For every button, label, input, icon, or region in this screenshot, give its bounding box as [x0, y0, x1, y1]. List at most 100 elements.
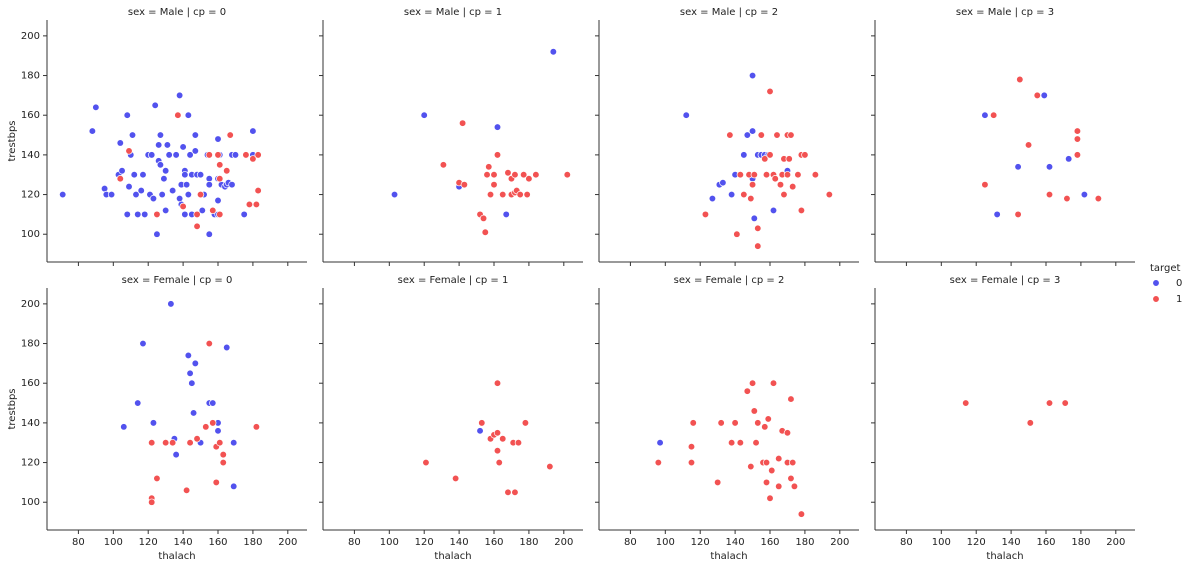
point	[182, 180, 191, 189]
y-tick-label: 200	[21, 31, 40, 42]
point	[151, 101, 159, 109]
point	[168, 186, 177, 195]
point	[761, 423, 769, 431]
point	[736, 171, 744, 179]
point	[752, 439, 760, 447]
point	[762, 171, 771, 179]
point	[186, 439, 194, 447]
y-tick-label: 180	[21, 339, 40, 350]
point	[198, 206, 206, 215]
x-tick-label: 80	[72, 537, 85, 548]
point	[656, 439, 664, 447]
x-tick-label: 80	[900, 537, 913, 548]
point	[748, 379, 757, 387]
point	[780, 190, 788, 199]
point	[155, 141, 163, 149]
point	[1063, 194, 1071, 203]
point	[757, 131, 765, 139]
point	[797, 206, 806, 215]
point	[762, 458, 771, 467]
point	[149, 194, 158, 203]
point	[162, 206, 170, 215]
panel-title: sex = Female | cp = 2	[674, 275, 785, 286]
point	[167, 300, 175, 308]
panel-title: sex = Male | cp = 3	[956, 7, 1054, 18]
x-tick-label: 120	[967, 537, 986, 548]
x-tick-label: 180	[243, 537, 262, 548]
point	[733, 230, 741, 238]
x-tick-label: 180	[519, 537, 538, 548]
y-tick-label: 160	[21, 378, 40, 389]
point	[514, 439, 523, 447]
x-tick-label: 100	[656, 537, 675, 548]
point	[1040, 91, 1048, 100]
point	[801, 151, 809, 159]
point	[1073, 151, 1082, 159]
point	[708, 194, 717, 203]
point	[134, 399, 142, 407]
point	[216, 175, 224, 183]
x-tick-label: 140	[726, 537, 745, 548]
point	[476, 427, 484, 435]
legend-marker	[1152, 295, 1160, 303]
point	[460, 180, 468, 189]
point	[193, 435, 201, 443]
point	[181, 210, 189, 219]
point	[790, 482, 799, 491]
x-tick-label: 120	[691, 537, 710, 548]
point	[521, 419, 530, 427]
point	[990, 111, 998, 119]
x-tick-label: 180	[795, 537, 814, 548]
point	[493, 447, 502, 455]
x-tick-label: 120	[415, 537, 434, 548]
point	[525, 175, 533, 183]
panel-title: sex = Female | cp = 3	[950, 275, 1061, 286]
point	[1014, 210, 1022, 219]
point	[495, 458, 503, 467]
point	[546, 462, 554, 471]
point	[504, 169, 512, 177]
legend-marker	[1152, 279, 1160, 287]
point	[184, 111, 192, 119]
point	[188, 379, 196, 387]
point	[731, 419, 739, 427]
y-axis-label: trestbps	[7, 388, 18, 429]
x-tick-label: 140	[450, 537, 469, 548]
x-tick-label: 160	[760, 537, 779, 548]
point	[748, 180, 757, 189]
point	[797, 510, 806, 518]
x-tick-label: 160	[1036, 537, 1055, 548]
point	[516, 190, 524, 199]
point	[125, 182, 133, 191]
point	[740, 190, 748, 199]
point	[789, 182, 797, 191]
point	[175, 194, 184, 203]
point	[252, 200, 261, 209]
y-axis-label: trestbps	[7, 120, 18, 161]
point	[209, 419, 217, 427]
point	[766, 151, 774, 159]
point	[132, 190, 140, 199]
point	[726, 131, 734, 139]
point	[773, 131, 781, 139]
point	[727, 190, 736, 199]
point	[1026, 419, 1034, 427]
point	[191, 359, 199, 368]
panel-title: sex = Male | cp = 2	[680, 7, 778, 18]
x-tick-label: 80	[624, 537, 637, 548]
point	[422, 458, 430, 467]
point	[481, 228, 489, 236]
panel-title: sex = Male | cp = 0	[128, 7, 226, 18]
x-tick-label: 140	[1002, 537, 1021, 548]
point	[214, 196, 222, 205]
point	[1073, 127, 1082, 135]
y-tick-label: 140	[21, 418, 40, 429]
point	[149, 419, 158, 427]
point	[485, 163, 493, 171]
point	[116, 139, 124, 147]
point	[179, 202, 187, 211]
point	[205, 339, 213, 348]
point	[420, 111, 428, 119]
point	[216, 210, 224, 219]
point	[107, 190, 116, 199]
